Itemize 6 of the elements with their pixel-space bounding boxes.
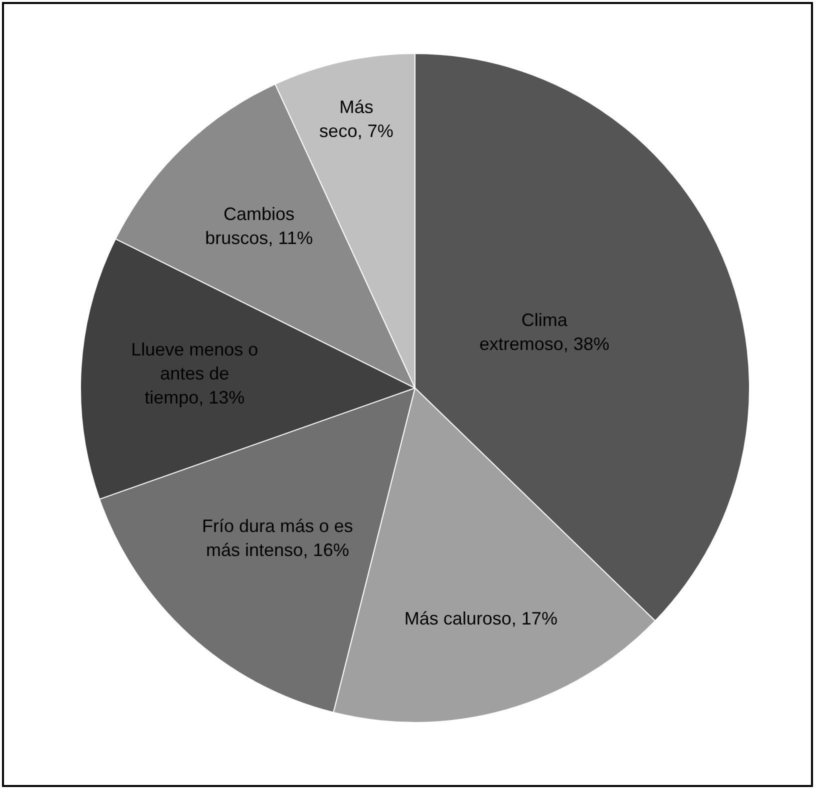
slice-label: Cambios bruscos, 11% <box>205 204 313 248</box>
slice-label: Clima extremoso, 38% <box>479 310 610 354</box>
slice-label: Más seco, 7% <box>319 97 394 142</box>
slice-label: Frío dura más o es más intenso, 16% <box>202 516 354 560</box>
slice-label: Llueve menos o antes de tiempo, 13% <box>131 339 258 408</box>
slice-label: Más caluroso, 17% <box>404 608 558 629</box>
